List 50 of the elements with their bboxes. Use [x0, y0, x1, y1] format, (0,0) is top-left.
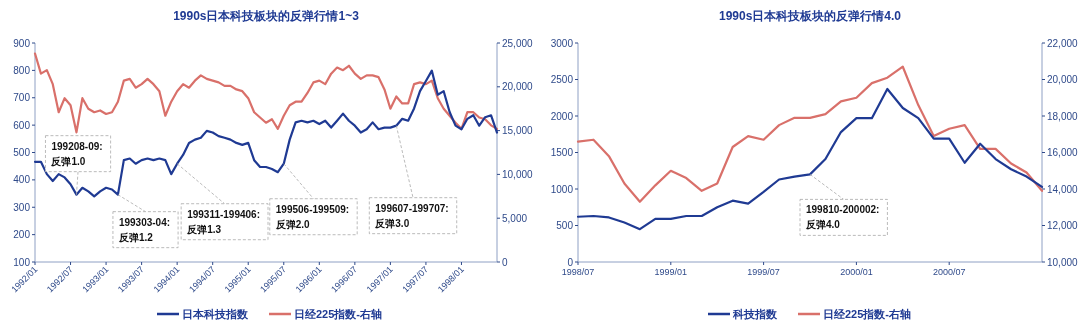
annotation: 199506-199509: 反弹2.0 — [274, 203, 350, 230]
legend-label: 科技指数 — [731, 308, 778, 320]
chart-title: 1990s日本科技板块的反弹行情4.0 — [718, 9, 902, 23]
y-tick-label: 500 — [556, 220, 574, 231]
y-tick-label: 1000 — [550, 183, 574, 195]
y-tick-label: 800 — [13, 64, 31, 76]
y-tick-label: 0 — [567, 256, 574, 268]
x-tick-label: 1998/07 — [561, 267, 595, 277]
y2-tick-label: 15,000 — [502, 125, 534, 137]
line-series — [33, 52, 499, 134]
legend-label: 日经225指数-右轴 — [293, 308, 383, 320]
y2-tick-label: 20,000 — [1047, 74, 1079, 85]
y-tick-label: 2500 — [550, 74, 574, 85]
y-tick-label: 700 — [13, 92, 31, 104]
y-tick-label: 400 — [13, 174, 31, 186]
y2-tick-label: 22,000 — [1047, 37, 1079, 49]
y-tick-label: 2000 — [550, 110, 574, 122]
annotation: 199208-09: 反弹1.0 — [50, 140, 103, 167]
y-tick-label: 1500 — [550, 147, 574, 158]
y-tick-label: 100 — [13, 256, 31, 268]
y2-tick-label: 20,000 — [502, 81, 534, 93]
y2-tick-label: 0 — [502, 256, 508, 268]
y2-tick-label: 18,000 — [1047, 110, 1079, 122]
y2-tick-label: 16,000 — [1047, 147, 1079, 158]
y-tick-label: 600 — [13, 119, 31, 131]
line-series — [576, 65, 1044, 203]
legend-label: 日本科技指数 — [181, 308, 249, 320]
x-tick-label: 1999/01 — [654, 267, 688, 277]
y2-tick-label: 5,000 — [502, 212, 528, 224]
y-tick-label: 900 — [13, 37, 31, 49]
annotation: 199607-199707: 反弹3.0 — [374, 202, 449, 229]
x-tick-label: 1999/07 — [747, 267, 780, 277]
y-tick-label: 500 — [13, 147, 31, 158]
y-tick-label: 300 — [13, 201, 31, 213]
y2-tick-label: 10,000 — [1047, 256, 1079, 268]
annotation: 199311-199406: 反弹1.3 — [186, 208, 261, 235]
y2-tick-label: 14,000 — [1047, 183, 1079, 195]
annotation: 199810-200002: 反弹4.0 — [805, 204, 880, 231]
y-tick-label: 200 — [13, 229, 31, 241]
line-series — [576, 87, 1044, 231]
x-tick-label: 2000/07 — [932, 267, 966, 277]
legend-label: 日经225指数-右轴 — [822, 308, 912, 320]
y-tick-label: 3000 — [550, 37, 574, 49]
x-tick-label: 2000/01 — [840, 267, 873, 277]
y2-tick-label: 10,000 — [502, 168, 534, 180]
annotation: 199303-04: 反弹1.2 — [117, 216, 171, 243]
y2-tick-label: 12,000 — [1047, 220, 1079, 231]
y2-tick-label: 25,000 — [502, 37, 534, 49]
line-series — [33, 69, 499, 198]
chart-title: 1990s日本科技板块的反弹行情1~3 — [173, 9, 360, 23]
